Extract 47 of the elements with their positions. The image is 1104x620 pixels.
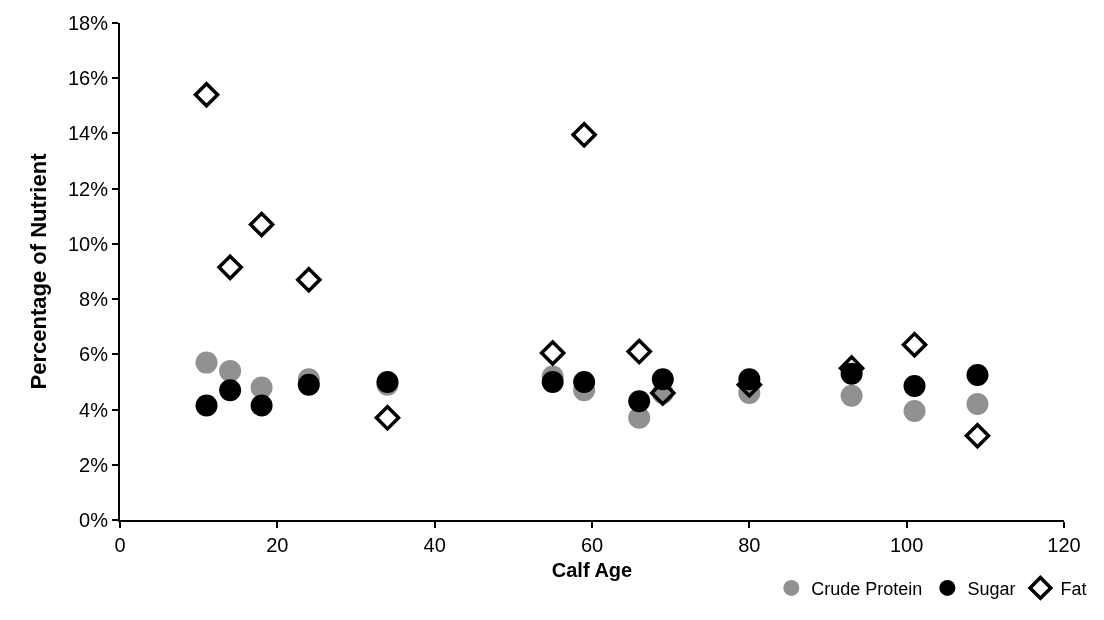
point xyxy=(217,254,243,281)
x-tick-label: 120 xyxy=(1047,534,1081,556)
point xyxy=(248,211,275,238)
point xyxy=(628,390,651,413)
point xyxy=(250,376,273,399)
point xyxy=(195,351,218,374)
x-tick-label: 0 xyxy=(114,534,126,556)
point xyxy=(966,364,989,387)
y-tick-label: 2% xyxy=(79,453,109,476)
point xyxy=(539,340,566,366)
y-tick-label: 6% xyxy=(79,343,109,366)
point xyxy=(296,266,322,293)
y-tick-label: 0% xyxy=(79,509,109,531)
y-axis-title: Percentage of Nutrient xyxy=(26,152,52,390)
legend-label: Fat xyxy=(1060,578,1087,599)
legend-label: Crude Protein xyxy=(811,578,923,599)
x-tick-label: 20 xyxy=(266,534,289,556)
point xyxy=(573,370,596,393)
y-tick-label: 14% xyxy=(67,122,109,145)
x-tick-label: 100 xyxy=(889,534,924,556)
x-tick-label: 80 xyxy=(738,534,761,556)
y-tick-label: 18% xyxy=(67,12,109,34)
point xyxy=(966,393,989,416)
point xyxy=(193,81,220,108)
point xyxy=(219,359,242,382)
y-tick-label: 16% xyxy=(67,67,109,90)
point xyxy=(195,394,218,417)
point xyxy=(901,331,928,358)
legend-label: Sugar xyxy=(967,578,1016,599)
point xyxy=(219,379,242,402)
point xyxy=(541,370,564,393)
y-tick-label: 8% xyxy=(79,288,109,311)
x-tick-label: 40 xyxy=(423,534,446,556)
point xyxy=(626,338,652,365)
point xyxy=(374,405,401,431)
point xyxy=(964,422,991,449)
x-tick-label: 60 xyxy=(580,534,604,556)
point xyxy=(250,394,273,417)
y-tick-label: 4% xyxy=(79,398,109,421)
y-tick-label: 10% xyxy=(67,232,109,255)
point xyxy=(903,375,926,398)
point xyxy=(840,384,863,407)
point xyxy=(297,373,320,396)
point xyxy=(903,399,926,422)
x-axis-title: Calf Age xyxy=(551,559,633,581)
y-tick-label: 12% xyxy=(67,177,109,200)
point xyxy=(571,122,597,148)
